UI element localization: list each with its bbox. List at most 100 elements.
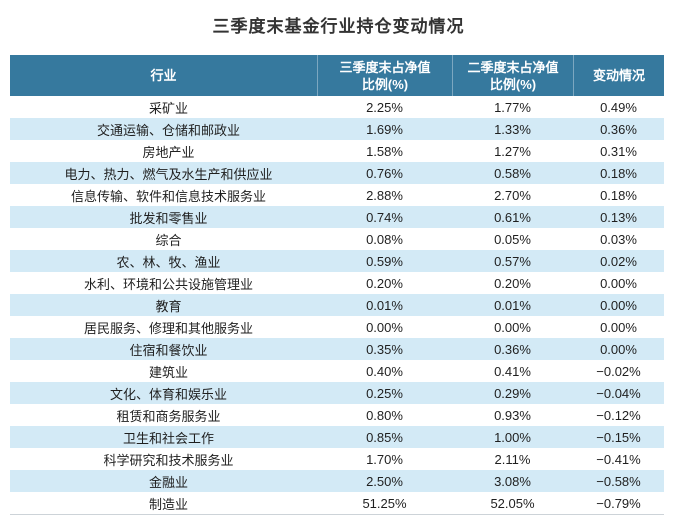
value-cell: 0.61% <box>494 209 531 225</box>
value-cell: 0.85% <box>366 429 403 445</box>
industry-cell: 制造业 <box>148 496 188 512</box>
column-header-line: 比例(%) <box>361 76 409 92</box>
value-cell: 0.49% <box>600 99 637 115</box>
column-header-line: 变动情况 <box>592 68 645 83</box>
value-cell: 2.88% <box>366 187 403 203</box>
value-cell: 0.01% <box>366 297 403 313</box>
table-row: 综合 0.08% 0.05% 0.03% <box>10 228 664 250</box>
table-row: 居民服务、修理和其他服务业 0.00% 0.00% 0.00% <box>10 316 664 338</box>
value-cell: 51.25% <box>362 495 407 511</box>
value-cell: −0.15% <box>596 429 641 445</box>
value-cell: 1.33% <box>494 121 531 137</box>
value-cell: −0.41% <box>596 451 641 467</box>
value-cell: 1.00% <box>494 429 531 445</box>
industry-cell: 综合 <box>155 232 182 248</box>
table-row: 房地产业 1.58% 1.27% 0.31% <box>10 140 664 162</box>
value-cell: 0.80% <box>366 407 403 423</box>
value-cell: 0.03% <box>600 231 637 247</box>
table-row: 批发和零售业 0.74% 0.61% 0.13% <box>10 206 664 228</box>
table-header: 行业 三季度末占净值 比例(%) 二季度末占净值 比例(%) 变动情况 <box>10 55 664 96</box>
value-cell: 0.58% <box>494 165 531 181</box>
industry-cell: 科学研究和技术服务业 <box>103 452 234 468</box>
table-row: 信息传输、软件和信息技术服务业 2.88% 2.70% 0.18% <box>10 184 664 206</box>
holdings-table: 行业 三季度末占净值 比例(%) 二季度末占净值 比例(%) 变动情况 采矿业 2.25% 1… <box>10 55 664 515</box>
column-header-line: 行业 <box>150 68 177 83</box>
value-cell: 0.00% <box>600 275 637 291</box>
value-cell: 0.20% <box>494 275 531 291</box>
value-cell: 0.20% <box>366 275 403 291</box>
value-cell: 2.25% <box>366 99 403 115</box>
value-cell: 0.31% <box>600 143 637 159</box>
value-cell: 0.05% <box>494 231 531 247</box>
table-body: 采矿业 2.25% 1.77% 0.49% 交通运输、仓储和邮政业 1.69% 1.33% 0… <box>10 96 664 515</box>
industry-cell: 水利、环境和公共设施管理业 <box>83 276 253 292</box>
table-row: 农、林、牧、渔业 0.59% 0.57% 0.02% <box>10 250 664 272</box>
value-cell: 52.05% <box>490 495 535 511</box>
table-row: 建筑业 0.40% 0.41% −0.02% <box>10 360 664 382</box>
industry-cell: 居民服务、修理和其他服务业 <box>83 320 253 336</box>
value-cell: −0.58% <box>596 473 641 489</box>
value-cell: 0.93% <box>494 407 531 423</box>
table-row: 电力、热力、燃气及水生产和供应业 0.76% 0.58% 0.18% <box>10 162 664 184</box>
table-row: 租赁和商务服务业 0.80% 0.93% −0.12% <box>10 404 664 426</box>
value-cell: 0.59% <box>366 253 403 269</box>
column-header: 行业 <box>10 55 317 96</box>
value-cell: 1.58% <box>366 143 403 159</box>
table-row: 文化、体育和娱乐业 0.25% 0.29% −0.04% <box>10 382 664 404</box>
value-cell: 0.00% <box>600 297 637 313</box>
industry-cell: 教育 <box>155 298 182 314</box>
page-title: 三季度末基金行业持仓变动情况 <box>212 17 465 36</box>
column-header: 二季度末占净值 比例(%) <box>452 55 573 96</box>
value-cell: 2.70% <box>494 187 531 203</box>
value-cell: 0.29% <box>494 385 531 401</box>
value-cell: 0.36% <box>600 121 637 137</box>
industry-cell: 交通运输、仓储和邮政业 <box>96 122 240 138</box>
value-cell: 0.00% <box>600 319 637 335</box>
column-header-line: 二季度末占净值 <box>467 59 559 75</box>
industry-cell: 电力、热力、燃气及水生产和供应业 <box>64 166 273 182</box>
industry-cell: 建筑业 <box>148 364 188 380</box>
value-cell: 0.36% <box>494 341 531 357</box>
column-header-line: 比例(%) <box>489 76 537 92</box>
value-cell: 1.70% <box>366 451 403 467</box>
industry-cell: 租赁和商务服务业 <box>116 408 221 424</box>
value-cell: 0.08% <box>366 231 403 247</box>
value-cell: 0.57% <box>494 253 531 269</box>
value-cell: −0.12% <box>596 407 641 423</box>
table-row: 交通运输、仓储和邮政业 1.69% 1.33% 0.36% <box>10 118 664 140</box>
value-cell: 1.77% <box>494 99 531 115</box>
value-cell: 0.18% <box>600 165 637 181</box>
value-cell: 0.00% <box>494 319 531 335</box>
table-row: 教育 0.01% 0.01% 0.00% <box>10 294 664 316</box>
value-cell: 0.02% <box>600 253 637 269</box>
value-cell: 0.01% <box>494 297 531 313</box>
value-cell: 1.69% <box>366 121 403 137</box>
industry-cell: 房地产业 <box>142 144 195 160</box>
value-cell: 1.27% <box>494 143 531 159</box>
column-header-line: 三季度末占净值 <box>339 59 431 75</box>
value-cell: 0.41% <box>494 363 531 379</box>
value-cell: 0.00% <box>366 319 403 335</box>
value-cell: 2.11% <box>494 451 531 467</box>
table-row: 水利、环境和公共设施管理业 0.20% 0.20% 0.00% <box>10 272 664 294</box>
table-row: 采矿业 2.25% 1.77% 0.49% <box>10 96 664 118</box>
industry-cell: 农、林、牧、渔业 <box>116 254 221 270</box>
value-cell: 0.35% <box>366 341 403 357</box>
industry-cell: 批发和零售业 <box>129 210 208 226</box>
industry-cell: 卫生和社会工作 <box>122 430 214 446</box>
table-row: 住宿和餐饮业 0.35% 0.36% 0.00% <box>10 338 664 360</box>
value-cell: 0.00% <box>600 341 637 357</box>
table-row: 制造业 51.25% 52.05% −0.79% <box>10 492 664 514</box>
value-cell: −0.04% <box>596 385 641 401</box>
value-cell: −0.79% <box>596 495 641 511</box>
industry-cell: 采矿业 <box>148 100 188 116</box>
table-row: 科学研究和技术服务业 1.70% 2.11% −0.41% <box>10 448 664 470</box>
industry-cell: 信息传输、软件和信息技术服务业 <box>70 188 266 204</box>
column-header: 三季度末占净值 比例(%) <box>317 55 452 96</box>
industry-cell: 文化、体育和娱乐业 <box>109 386 227 402</box>
industry-cell: 住宿和餐饮业 <box>129 342 208 358</box>
value-cell: 0.13% <box>600 209 637 225</box>
value-cell: 0.25% <box>366 385 403 401</box>
value-cell: 0.18% <box>600 187 637 203</box>
